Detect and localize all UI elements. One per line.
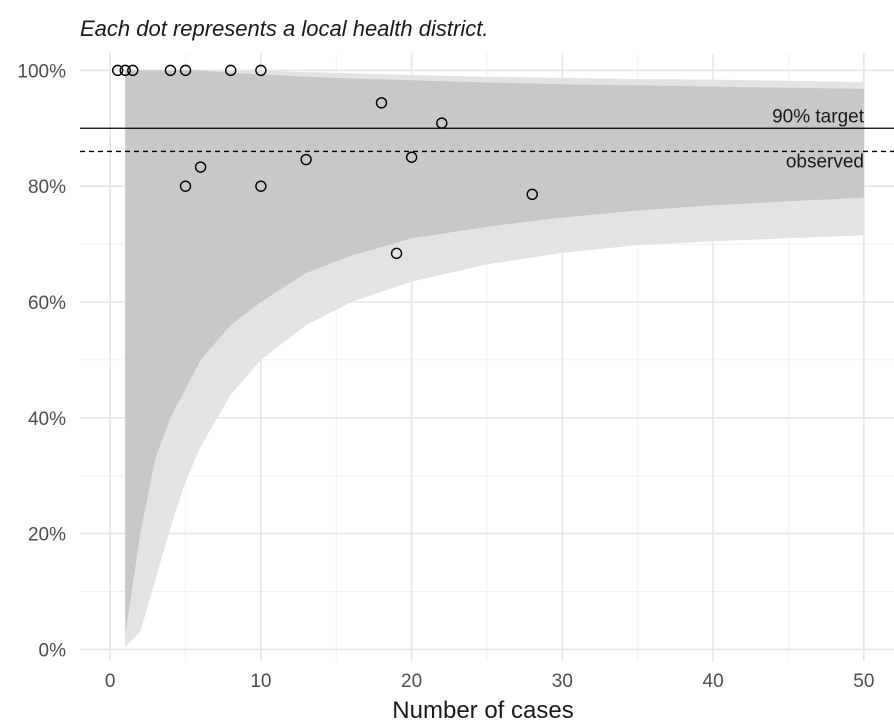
x-tick-label: 0 [105,671,116,692]
data-points [111,64,538,260]
chart-subtitle: Each dot represents a local health distr… [80,16,488,41]
inner-funnel-band [125,70,864,635]
x-tick-label: 30 [552,671,573,692]
y-tick-label: 0% [39,640,67,661]
x-tick-label: 40 [703,671,724,692]
data-point [164,64,177,77]
x-axis-title: Number of cases [392,697,573,721]
data-point [179,64,192,77]
y-tick-label: 80% [28,177,66,198]
reference-line-label: observed [786,151,864,172]
data-point [194,161,207,173]
data-point [225,64,237,77]
data-point [526,188,538,200]
x-tick-label: 50 [853,671,874,692]
data-point [127,64,139,77]
x-tick-label: 10 [250,671,271,692]
data-point [179,180,192,192]
data-point [300,153,312,166]
x-tick-label: 20 [401,671,422,692]
data-point [111,64,124,77]
reference-lines: 90% target observed [80,106,894,172]
y-tick-label: 20% [28,525,66,546]
funnel-bands [125,70,864,647]
data-point [405,151,418,163]
x-axis-ticks: 0 10 20 30 40 50 [105,671,875,692]
y-tick-label: 100% [17,61,66,82]
data-point [255,180,267,192]
data-point [436,117,448,129]
data-point [390,247,403,260]
y-axis-ticks: 0% 20% 40% 60% 80% 100% [17,61,66,661]
data-point [119,64,131,77]
data-point [255,64,267,77]
reference-line-label: 90% target [772,106,865,127]
data-point [375,97,388,109]
y-tick-label: 60% [28,293,66,314]
y-tick-label: 40% [28,409,66,430]
